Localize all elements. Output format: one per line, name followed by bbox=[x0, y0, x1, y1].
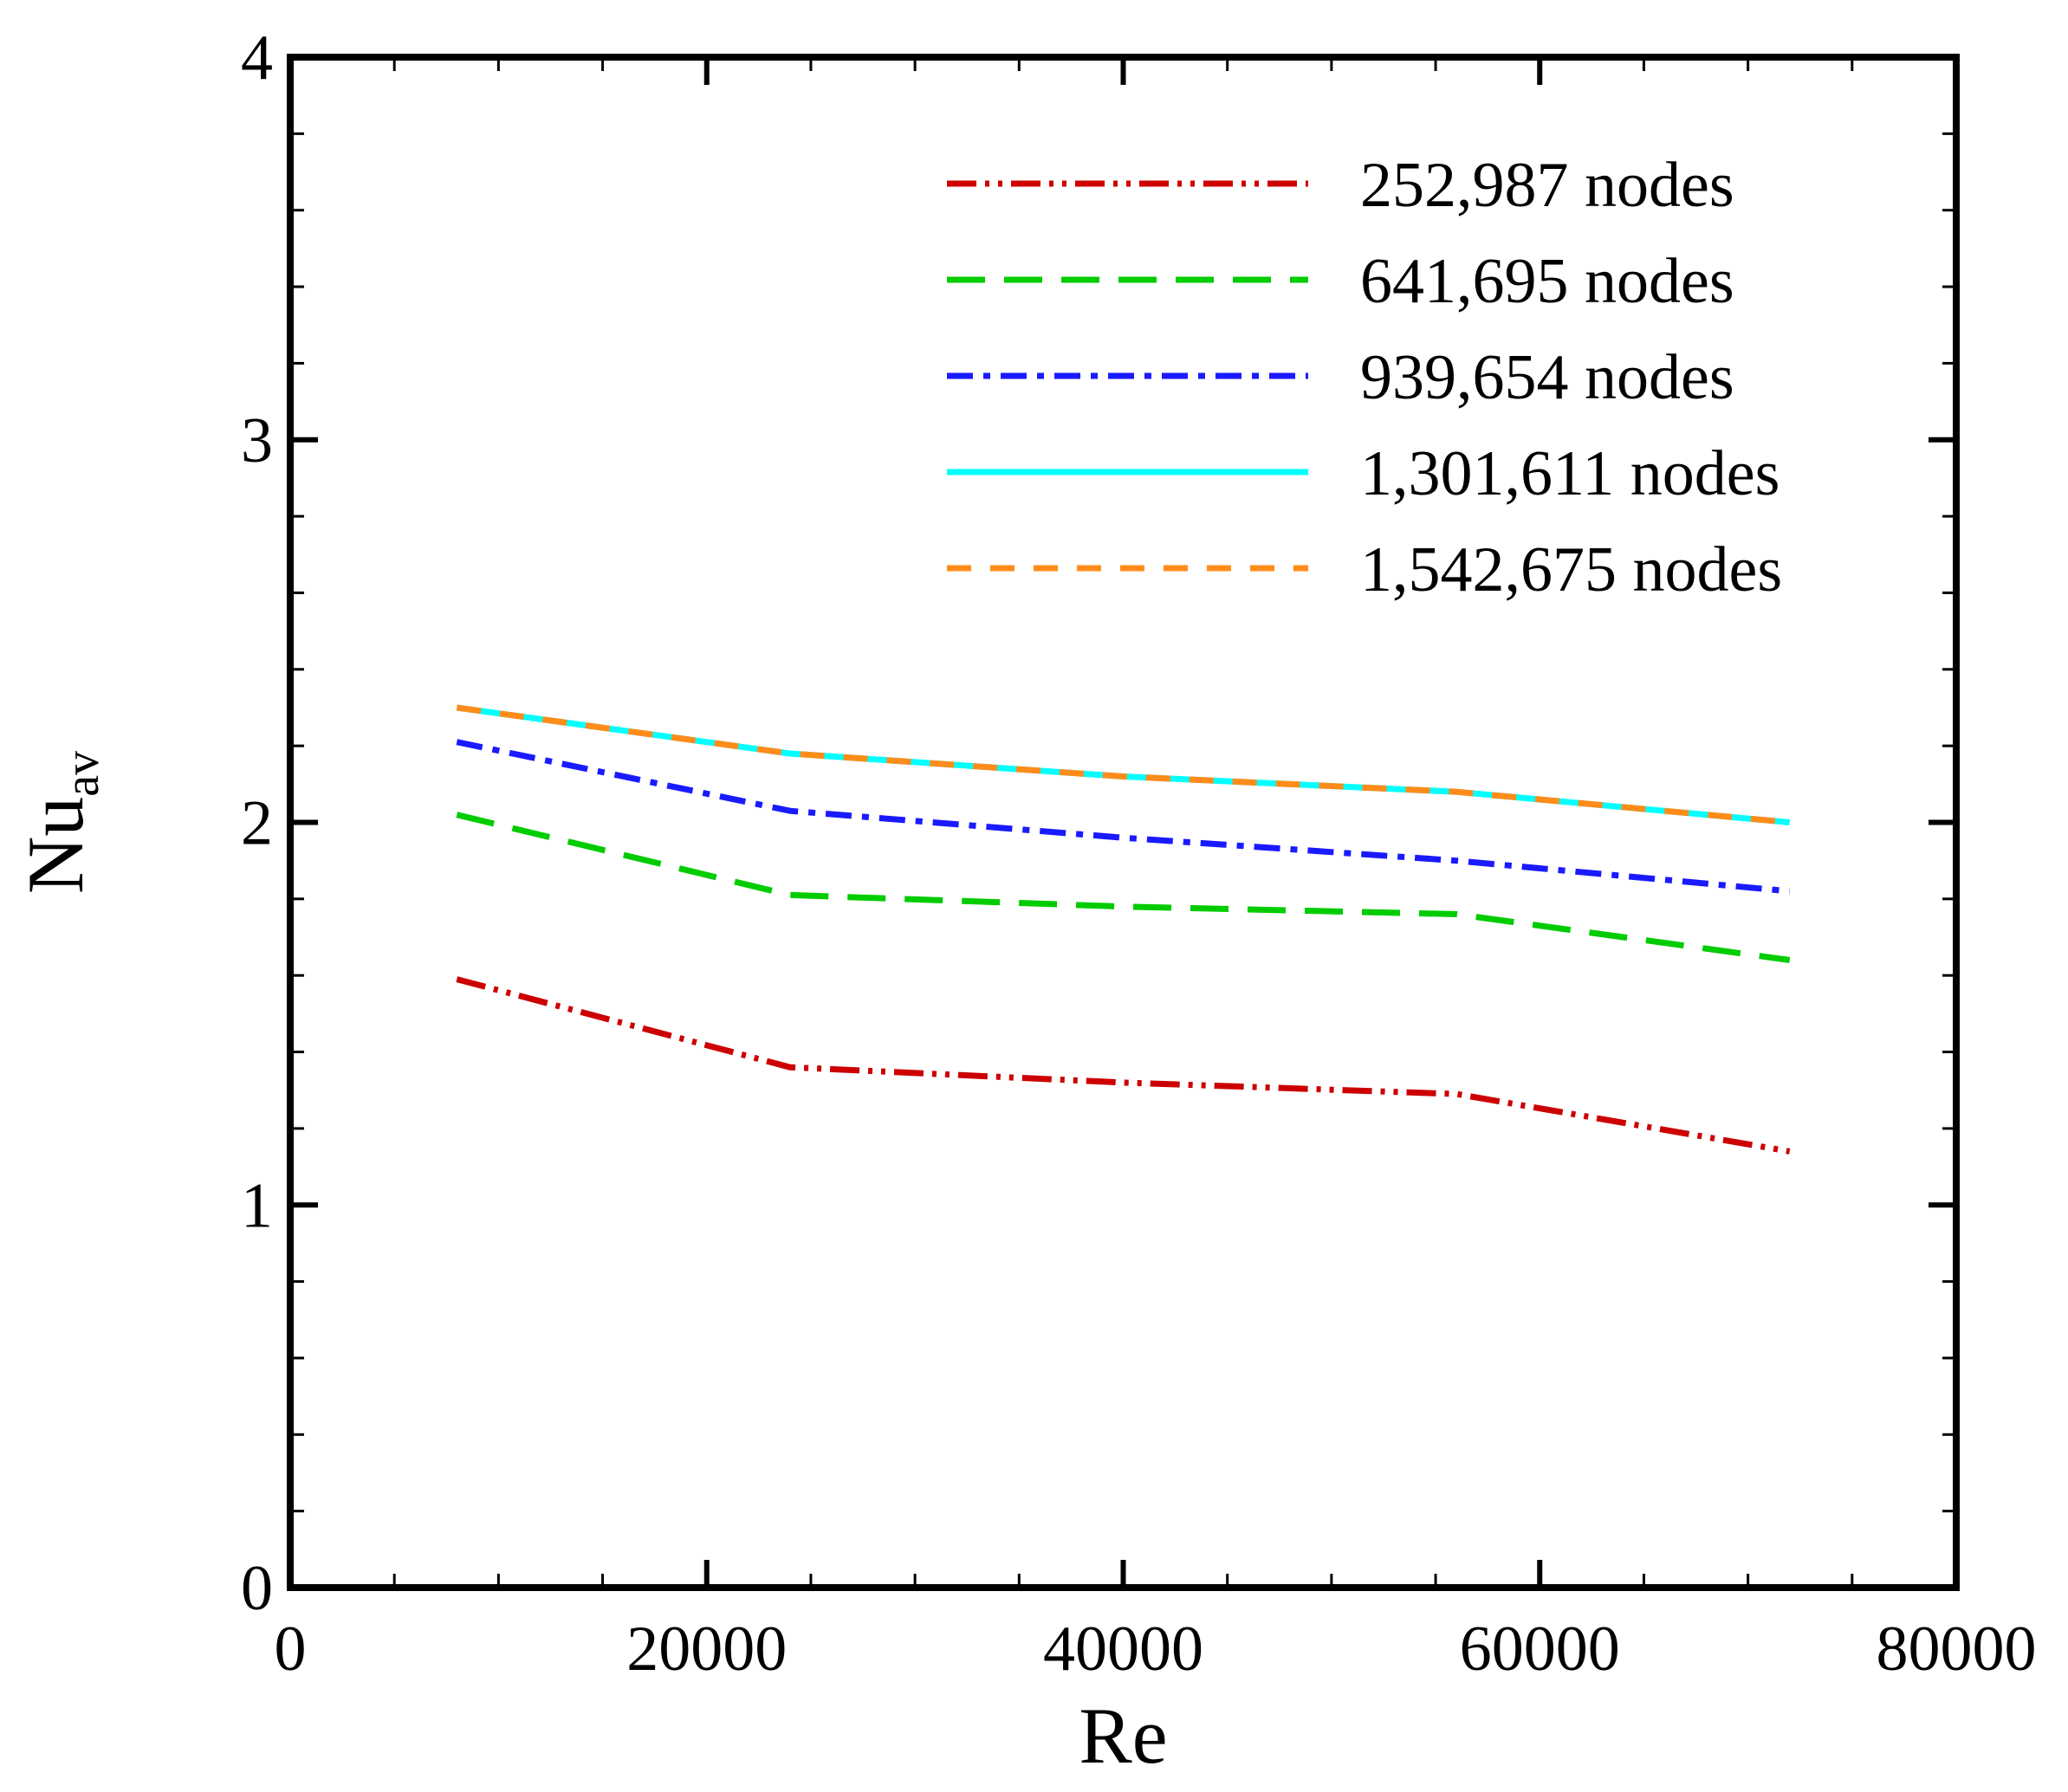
x-tick-label: 80000 bbox=[1877, 1614, 2037, 1685]
y-tick-label: 2 bbox=[241, 788, 273, 859]
series-line bbox=[456, 976, 1791, 1155]
y-axis-title-main: Nu bbox=[11, 797, 100, 894]
x-tick-label: 0 bbox=[275, 1614, 307, 1685]
x-tick-label: 60000 bbox=[1460, 1614, 1620, 1685]
series-line bbox=[456, 739, 1791, 895]
y-tick-label: 3 bbox=[241, 405, 273, 476]
series-line bbox=[456, 704, 1791, 825]
plot-area-frame bbox=[287, 54, 1960, 1591]
x-tick-label: 40000 bbox=[1043, 1614, 1203, 1685]
legend: 252,987 nodes 641,695 nodes 939,654 nodes 1… bbox=[947, 150, 1782, 605]
legend-label: 939,654 nodes bbox=[1360, 342, 1734, 413]
legend-label: 1,301,611 nodes bbox=[1360, 438, 1780, 509]
legend-label: 252,987 nodes bbox=[1360, 150, 1734, 221]
series-line bbox=[456, 812, 1791, 963]
y-tick-label: 1 bbox=[241, 1170, 273, 1241]
x-axis-title: Re bbox=[1079, 1692, 1167, 1780]
y-axis-title-subscript: av bbox=[55, 751, 109, 797]
tick-labels: 0 20000 40000 60000 80000 0 1 2 3 4 bbox=[241, 23, 2037, 1685]
legend-label: 641,695 nodes bbox=[1360, 246, 1734, 317]
y-axis-title: Nuav bbox=[11, 751, 109, 894]
legend-label: 1,542,675 nodes bbox=[1360, 534, 1782, 605]
series-layer bbox=[456, 704, 1791, 1155]
y-tick-label: 4 bbox=[241, 23, 273, 94]
y-tick-label: 0 bbox=[241, 1553, 273, 1624]
x-tick-label: 20000 bbox=[626, 1614, 787, 1685]
